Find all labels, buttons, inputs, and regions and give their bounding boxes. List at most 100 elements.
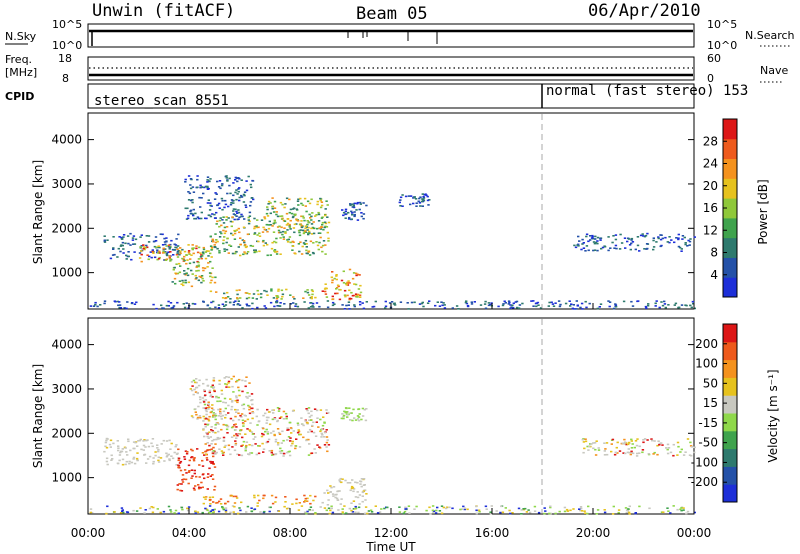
echo-cell (229, 511, 232, 514)
echo-cell (302, 232, 306, 235)
xtick-label: 20:00 (576, 526, 611, 540)
echo-region (168, 246, 217, 288)
echo-cell (153, 256, 157, 259)
echo-cell (197, 246, 201, 249)
echo-cell (187, 506, 191, 508)
echo-cell (307, 251, 310, 253)
echo-cell (132, 509, 135, 512)
echo-cell (335, 497, 339, 500)
echo-cell (359, 483, 362, 485)
echo-cell (191, 201, 194, 204)
echo-cell (121, 458, 125, 461)
xtick-label: 08:00 (273, 526, 308, 540)
echo-cell (331, 281, 334, 284)
echo-cell (608, 305, 611, 308)
echo-cell (364, 506, 368, 508)
echo-cell (163, 259, 166, 261)
echo-cell (109, 446, 112, 448)
echo-cell (448, 506, 451, 509)
echo-cell (231, 234, 235, 236)
echo-cell (624, 507, 628, 509)
echo-cell (228, 386, 231, 388)
echo-cell (215, 211, 218, 214)
colorbar-tick-label: -100 (691, 455, 718, 469)
echo-cell (313, 227, 316, 230)
echo-cell (342, 282, 346, 284)
echo-cell (217, 415, 221, 417)
echo-cell (223, 226, 227, 229)
echo-cell (210, 301, 213, 304)
echo-cell (663, 300, 666, 303)
echo-cell (234, 423, 237, 425)
echo-cell (219, 410, 222, 413)
echo-cell (282, 238, 286, 240)
echo-cell (272, 211, 276, 213)
colorbar-swatch (723, 466, 737, 485)
echo-cell (210, 246, 214, 249)
echo-cell (478, 510, 481, 513)
echo-cell (578, 508, 581, 510)
power-colorbar-label: Power [dB] (756, 179, 770, 244)
echo-cell (631, 241, 635, 243)
echo-cell (578, 240, 581, 242)
echo-cell (164, 251, 167, 254)
echo-cell (315, 421, 318, 423)
echo-cell (140, 245, 143, 247)
echo-cell (520, 509, 523, 511)
echo-cell (184, 181, 187, 183)
echo-cell (235, 215, 238, 217)
echo-cell (596, 236, 600, 239)
echo-cell (551, 303, 555, 305)
echo-cell (269, 432, 273, 434)
echo-cell (679, 508, 682, 511)
echo-cell (232, 419, 235, 422)
echo-cell (288, 211, 291, 214)
echo-cell (210, 256, 213, 258)
echo-cell (190, 456, 193, 459)
echo-cell (351, 277, 355, 280)
echo-cell (148, 255, 151, 258)
echo-cell (247, 216, 250, 219)
echo-cell (310, 215, 313, 218)
echo-cell (214, 192, 217, 194)
echo-cell (132, 235, 136, 237)
echo-cell (224, 502, 227, 505)
echo-cell (192, 487, 196, 490)
nave-label: Nave (760, 64, 788, 77)
echo-cell (585, 306, 588, 309)
echo-cell (183, 306, 187, 309)
colorbar-swatch (723, 359, 737, 378)
echo-cell (206, 476, 210, 478)
echo-cell (196, 216, 200, 218)
echo-cell (236, 298, 239, 300)
echo-cell (374, 505, 377, 507)
echo-cell (189, 209, 193, 212)
echo-cell (211, 478, 215, 480)
echo-cell (323, 492, 326, 494)
echo-cell (183, 255, 186, 258)
echo-cell (408, 512, 411, 514)
echo-cell (580, 248, 583, 251)
freq-tick-bottom: 8 (62, 72, 69, 85)
echo-cell (413, 508, 416, 510)
echo-cell (653, 440, 656, 442)
echo-cell (179, 460, 183, 463)
echo-cell (210, 386, 213, 388)
echo-cell (603, 245, 607, 248)
echo-cell (207, 408, 210, 410)
echo-cell (233, 505, 236, 508)
echo-cell (248, 412, 252, 415)
echo-cell (537, 511, 541, 514)
echo-cell (230, 436, 234, 438)
echo-cell (210, 443, 213, 445)
echo-cell (616, 452, 619, 454)
echo-cell (628, 451, 631, 454)
echo-cell (682, 509, 685, 511)
echo-cell (354, 293, 358, 295)
echo-cell (125, 511, 129, 513)
echo-cell (460, 508, 463, 510)
echo-cell (211, 462, 215, 464)
echo-cell (272, 222, 275, 225)
echo-cell (119, 250, 122, 253)
echo-cell (249, 183, 252, 186)
